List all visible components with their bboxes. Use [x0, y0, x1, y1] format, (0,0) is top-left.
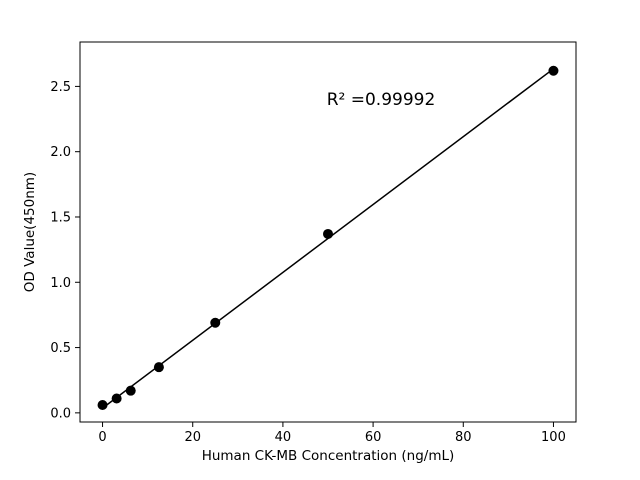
y-tick-label: 2.5	[50, 80, 71, 95]
y-tick-label: 1.0	[50, 276, 71, 291]
x-tick-label: 40	[275, 430, 292, 445]
data-point	[125, 385, 136, 396]
data-point	[548, 65, 559, 76]
data-point	[97, 400, 108, 411]
data-point	[323, 228, 333, 239]
data-point	[210, 317, 221, 328]
y-tick-label: 1.5	[50, 210, 71, 225]
y-tick-label: 0.0	[50, 406, 71, 421]
x-tick-label: 0	[98, 430, 106, 445]
x-axis-label: Human CK-MB Concentration (ng/mL)	[201, 448, 455, 464]
y-axis-label: OD Value(450nm)	[22, 171, 38, 293]
r-squared-annotation: R² =0.99992	[326, 90, 436, 110]
x-tick-label: 100	[541, 430, 566, 445]
plot-border	[79, 41, 577, 423]
data-point	[111, 393, 122, 404]
x-tick-label: 20	[184, 430, 201, 445]
y-tick-label: 2.0	[50, 145, 71, 160]
data-point	[153, 362, 164, 373]
x-tick-label: 60	[365, 430, 382, 445]
x-tick-label: 80	[455, 430, 472, 445]
y-tick-label: 0.5	[50, 341, 71, 356]
